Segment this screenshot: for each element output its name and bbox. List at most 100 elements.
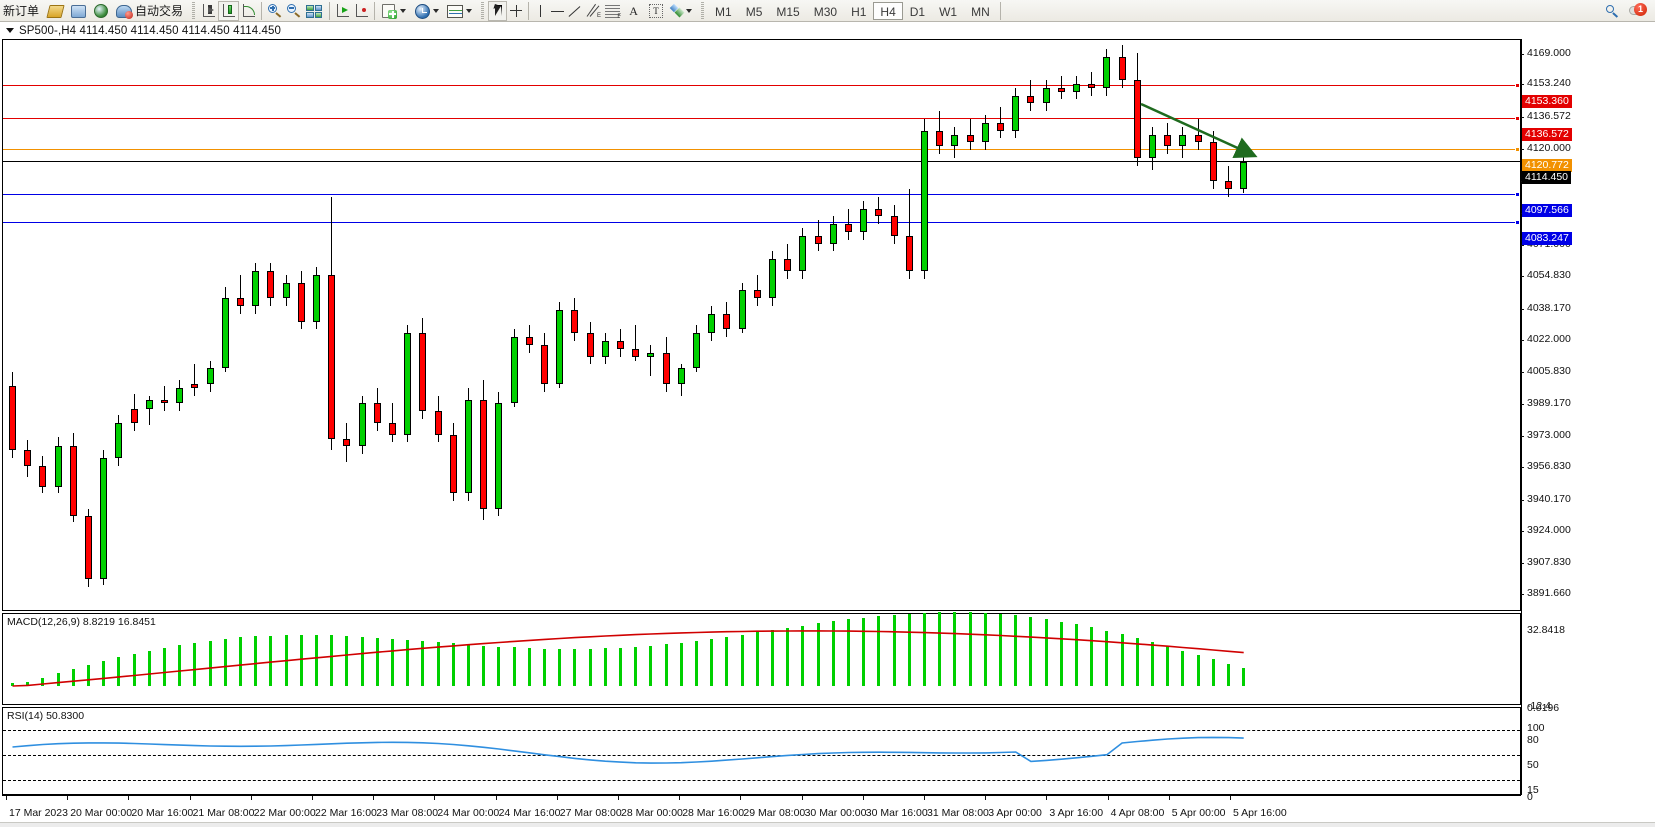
timeframe-d1[interactable]: D1 <box>909 4 926 19</box>
bar-chart-button[interactable] <box>199 1 218 21</box>
price-level-line-4114.450[interactable] <box>3 160 1520 162</box>
price-level-handle[interactable] <box>1515 115 1520 121</box>
macd-bar <box>755 632 759 686</box>
trendline-button[interactable] <box>566 1 584 21</box>
price-tag-current-price[interactable]: 4114.450 <box>1522 170 1572 184</box>
time-axis-label: 20 Mar 00:00 <box>70 807 133 819</box>
candle <box>647 40 655 610</box>
book-icon-button[interactable] <box>44 1 67 21</box>
horizontal-line-button[interactable] <box>548 1 566 21</box>
price-level-line-4120.772[interactable] <box>3 146 1520 152</box>
price-level-line-4153.360[interactable] <box>3 83 1520 89</box>
price-level-line-4136.572[interactable] <box>3 115 1520 121</box>
candle <box>1103 40 1111 610</box>
zoom-out-button[interactable] <box>284 1 303 21</box>
candle-wick <box>392 403 393 443</box>
tile-windows-button[interactable] <box>303 1 326 21</box>
price-tag-resistance[interactable]: 4153.360 <box>1522 95 1572 109</box>
chevron-down-icon-3[interactable] <box>466 8 473 13</box>
time-axis-label: 22 Mar 00:00 <box>253 807 316 819</box>
shapes-button[interactable] <box>668 1 697 21</box>
price-tag-support[interactable]: 4097.566 <box>1522 203 1572 217</box>
new-order-button[interactable]: 新订单 <box>0 1 44 21</box>
search-button[interactable] <box>1603 1 1621 21</box>
candle <box>465 40 472 610</box>
chevron-down-icon-4[interactable] <box>686 8 693 13</box>
fibo-grid-button[interactable]: F <box>603 1 622 21</box>
macd-bar <box>801 625 805 686</box>
price-level-handle[interactable] <box>1515 191 1520 197</box>
macd-bar <box>223 638 227 686</box>
crosshair-button[interactable] <box>507 1 525 21</box>
price-chart-panel[interactable] <box>2 39 1521 611</box>
shift-start-button[interactable] <box>333 1 352 21</box>
rsi-panel[interactable]: RSI(14) 50.8300 <box>2 707 1521 795</box>
macd-bar <box>56 673 60 686</box>
timeframe-h1[interactable]: H1 <box>851 4 867 19</box>
candlestick-chart-button[interactable] <box>218 0 240 21</box>
news-icon-button[interactable] <box>67 1 90 21</box>
price-level-line-4097.566[interactable] <box>3 191 1520 197</box>
price-level-handle[interactable] <box>1515 219 1520 225</box>
candle <box>130 40 138 610</box>
macd-bar <box>831 621 835 686</box>
chevron-down-icon-2[interactable] <box>433 8 440 13</box>
search-icon <box>1605 4 1619 18</box>
cursor-button[interactable] <box>488 0 508 21</box>
price-tag-pivot[interactable]: 4120.772 <box>1522 158 1572 172</box>
zoom-out-icon <box>286 3 301 18</box>
notifications-button[interactable]: 1 <box>1627 1 1649 21</box>
chart-header: SP500-,H4 4114.450 4114.450 4114.450 411… <box>0 22 1655 39</box>
macd-panel[interactable]: MACD(12,26,9) 8.8219 16.8451 <box>2 612 1521 705</box>
autotrading-button[interactable]: 自动交易 <box>113 1 188 21</box>
chevron-down-icon[interactable] <box>400 8 407 13</box>
timeframe-h4[interactable]: H4 <box>873 1 903 20</box>
candlestick-chart-icon <box>221 3 236 18</box>
globe-icon-button[interactable] <box>90 1 113 21</box>
time-tick <box>679 796 681 800</box>
candle <box>769 40 776 610</box>
candle <box>936 40 944 610</box>
zoom-in-button[interactable] <box>265 1 284 21</box>
time-tick <box>495 796 497 800</box>
templates-button[interactable] <box>444 1 477 21</box>
price-axis[interactable]: 4169.0004153.2404136.5724120.0004103.830… <box>1521 39 1655 803</box>
time-axis[interactable]: 17 Mar 2023 20 Mar 00:00 20 Mar 16:00 21 Ma… <box>2 795 1521 827</box>
collapse-caret-icon[interactable] <box>6 28 14 33</box>
timeframe-w1[interactable]: W1 <box>939 4 958 19</box>
time-axis-label: 5 Apr 00:00 <box>1171 807 1226 819</box>
price-tag-support[interactable]: 4083.247 <box>1522 231 1572 245</box>
vertical-line-button[interactable] <box>532 1 548 21</box>
macd-bar <box>11 682 14 686</box>
fibo-fan-icon: E <box>586 4 601 19</box>
timeframe-m15[interactable]: M15 <box>776 4 800 19</box>
price-level-handle[interactable] <box>1515 83 1520 89</box>
timeframe-mn[interactable]: MN <box>971 4 990 19</box>
candle <box>100 40 108 610</box>
price-level-line-4083.247[interactable] <box>3 219 1520 225</box>
fibo-fan-button[interactable]: E <box>584 1 603 21</box>
candle-body-down <box>24 450 32 466</box>
price-tag-resistance[interactable]: 4136.572 <box>1522 127 1572 141</box>
shift-end-button[interactable] <box>352 1 371 21</box>
line-chart-button[interactable] <box>239 1 258 21</box>
candle-body-up <box>115 422 123 458</box>
macd-bar <box>163 647 166 686</box>
timeframe-m30[interactable]: M30 <box>813 4 838 19</box>
text-button[interactable]: A <box>622 1 645 21</box>
macd-label: MACD(12,26,9) 8.8219 16.8451 <box>7 616 156 628</box>
macd-bar <box>1120 634 1124 686</box>
timeframe-m5[interactable]: M5 <box>745 4 763 19</box>
add-indicator-button[interactable] <box>378 1 411 21</box>
period-button[interactable] <box>411 1 444 21</box>
candle <box>161 40 168 610</box>
candle <box>693 40 700 610</box>
candle-body-up <box>252 270 260 306</box>
text-label-button[interactable]: T <box>645 1 668 21</box>
candle <box>525 40 533 610</box>
toolbar-divider <box>261 1 263 20</box>
timeframe-m1[interactable]: M1 <box>715 4 732 19</box>
price-level-handle[interactable] <box>1515 146 1520 152</box>
macd-bar <box>299 634 303 686</box>
candle-body-up <box>465 399 472 494</box>
